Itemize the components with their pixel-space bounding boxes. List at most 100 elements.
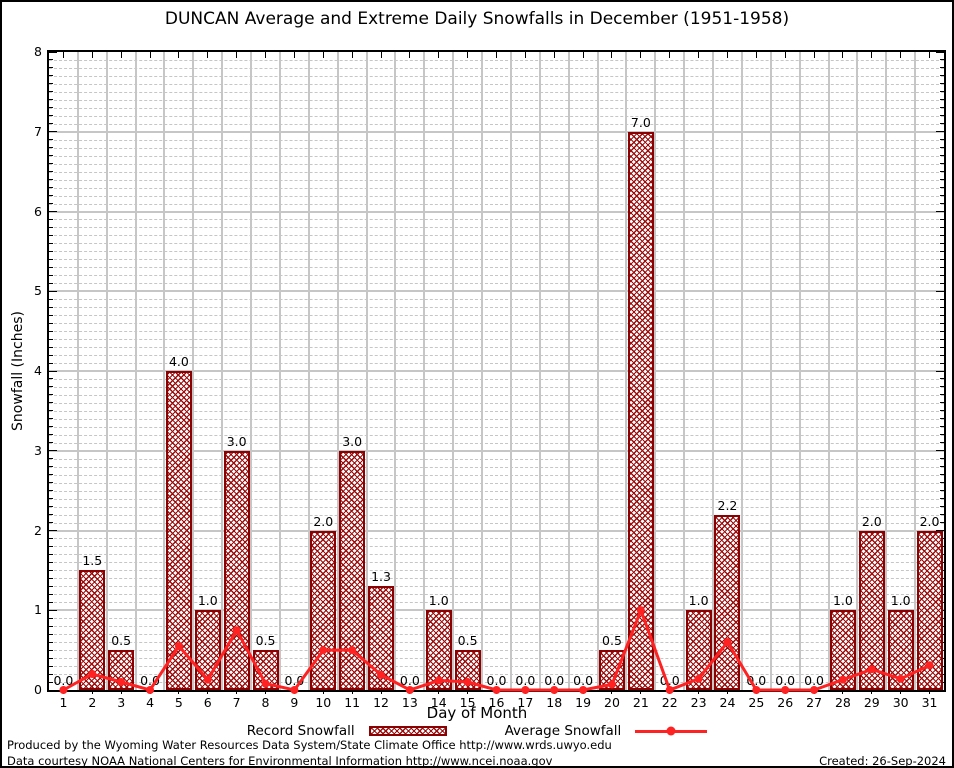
average-point-marker <box>59 686 68 694</box>
y-tick <box>940 266 944 268</box>
x-tick <box>640 52 642 58</box>
y-tick <box>940 434 944 436</box>
y-tick <box>940 522 944 524</box>
gridline-minor <box>49 434 944 436</box>
x-tick-label: 19 <box>575 695 592 710</box>
x-tick-label: 21 <box>632 695 649 710</box>
x-tick-label: 15 <box>459 695 476 710</box>
gridline-minor <box>49 275 944 277</box>
y-tick <box>940 195 944 197</box>
gridline-minor <box>49 514 944 516</box>
gridline-vertical <box>538 52 541 690</box>
average-point-marker <box>88 670 97 679</box>
average-point-marker <box>492 686 501 694</box>
y-tick <box>49 490 53 492</box>
y-tick <box>940 514 944 516</box>
gridline-minor <box>49 83 944 85</box>
gridline-vertical <box>885 52 888 690</box>
gridline-minor <box>49 123 944 125</box>
gridline-minor <box>49 315 944 317</box>
footer-data-courtesy: Data courtesy NOAA National Centers for … <box>7 754 553 768</box>
y-tick <box>49 434 53 436</box>
average-line-icon <box>635 726 708 736</box>
x-tick <box>351 52 353 58</box>
y-tick <box>49 250 53 252</box>
gridline-minor <box>49 363 944 365</box>
y-tick <box>49 274 53 276</box>
gridline-major <box>49 370 944 372</box>
y-tick <box>49 282 53 284</box>
y-tick <box>49 258 53 260</box>
y-tick <box>936 689 944 691</box>
bar-value-label: 0.5 <box>255 633 276 649</box>
x-tick-label: 16 <box>488 695 505 710</box>
y-tick <box>49 195 53 197</box>
x-tick <box>726 690 728 694</box>
gridline-minor <box>49 466 944 468</box>
plot-area: 0.0 1.5 0.5 0.0 4.0 1.0 3.0 0.5 0.0 2.0 3.0 1.3 0.0 1… <box>47 50 946 694</box>
record-bar <box>339 450 366 690</box>
bar-value-label: 0.0 <box>53 673 74 688</box>
x-tick-label: 8 <box>261 695 270 710</box>
gridline-vertical <box>452 52 455 690</box>
x-tick <box>207 690 209 694</box>
gridline-vertical <box>134 52 137 690</box>
y-tick <box>940 394 944 396</box>
bar-value-label: 1.0 <box>197 593 218 609</box>
x-tick-label: 18 <box>546 695 563 710</box>
y-tick <box>49 553 53 555</box>
y-tick <box>49 530 57 531</box>
y-tick <box>49 498 53 500</box>
y-tick <box>940 330 944 332</box>
gridline-minor <box>49 594 944 596</box>
gridline-minor <box>49 107 944 109</box>
gridline-vertical <box>365 52 368 690</box>
y-tick <box>940 59 944 61</box>
bar-value-label: 0.0 <box>804 673 825 688</box>
y-tick <box>49 290 57 292</box>
y-tick <box>49 394 53 396</box>
y-tick <box>936 51 944 53</box>
average-point-marker <box>579 686 588 694</box>
x-tick <box>207 52 209 58</box>
y-tick <box>49 203 53 205</box>
gridline-minor <box>49 578 944 580</box>
gridline-minor <box>49 283 944 285</box>
average-point-marker <box>607 680 616 689</box>
record-bar <box>598 650 625 690</box>
gridline-vertical <box>567 52 570 690</box>
average-point-marker <box>550 686 559 694</box>
gridline-vertical <box>509 52 512 690</box>
y-tick <box>49 330 53 332</box>
y-tick <box>940 163 944 165</box>
gridline-minor <box>49 195 944 197</box>
gridline-minor <box>49 155 944 157</box>
y-tick <box>936 290 944 292</box>
y-tick <box>49 131 57 133</box>
x-tick <box>553 52 555 58</box>
x-tick <box>120 690 122 694</box>
gridline-minor <box>49 99 944 101</box>
x-tick <box>698 690 700 694</box>
y-tick <box>940 506 944 508</box>
y-tick <box>940 226 944 228</box>
x-tick <box>900 52 902 58</box>
y-tick <box>940 322 944 324</box>
gridline-major <box>49 449 944 452</box>
x-tick <box>496 52 497 58</box>
y-tick <box>49 67 53 69</box>
x-tick-label: 2 <box>88 695 97 710</box>
y-tick <box>940 498 944 500</box>
y-tick <box>49 298 53 300</box>
gridline-minor <box>49 394 944 396</box>
average-point-marker <box>521 686 530 694</box>
y-tick <box>49 75 53 77</box>
bar-value-label: 0.0 <box>775 673 796 688</box>
x-tick <box>842 690 844 694</box>
y-tick <box>49 410 53 412</box>
y-tick <box>49 426 53 428</box>
gridline-minor <box>49 147 944 149</box>
gridline-minor <box>49 259 944 261</box>
average-point-marker <box>694 674 703 683</box>
